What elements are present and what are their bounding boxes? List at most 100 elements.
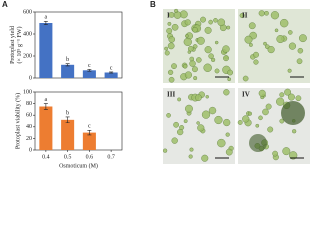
significance-letter: b bbox=[66, 57, 69, 63]
protoplast bbox=[201, 154, 209, 162]
protoplast bbox=[225, 132, 230, 137]
protoplast bbox=[208, 19, 214, 25]
protoplast bbox=[171, 63, 177, 70]
x-axis-label: Osmoticum (M) bbox=[59, 162, 98, 169]
protoplast bbox=[239, 12, 245, 19]
protoplast bbox=[242, 115, 250, 123]
protoplast bbox=[210, 57, 216, 63]
protoplast bbox=[267, 45, 275, 54]
protoplast bbox=[279, 18, 289, 28]
cell-clump bbox=[281, 101, 305, 125]
protoplast bbox=[167, 21, 172, 26]
protoplast bbox=[288, 42, 297, 50]
protoplast bbox=[208, 106, 217, 115]
protoplast bbox=[173, 8, 179, 13]
protoplast bbox=[213, 17, 218, 23]
protoplast bbox=[192, 26, 198, 33]
protoplast bbox=[258, 89, 266, 97]
protoplast bbox=[196, 57, 202, 63]
significance-letter: a bbox=[45, 97, 48, 103]
protoplast bbox=[227, 69, 234, 76]
protoplast bbox=[171, 137, 178, 144]
y-axis-label: Protoplast viability (%) bbox=[14, 93, 21, 149]
protoplast bbox=[255, 123, 260, 128]
protoplast bbox=[291, 129, 297, 134]
protoplast bbox=[223, 118, 231, 127]
protoplast bbox=[223, 89, 230, 96]
protoplast bbox=[204, 46, 212, 54]
protoplast bbox=[203, 63, 212, 72]
x-tick-label: 0.6 bbox=[86, 154, 94, 160]
protoplast bbox=[298, 34, 307, 43]
protoplast bbox=[276, 35, 285, 44]
protoplast bbox=[173, 121, 180, 128]
bar bbox=[82, 70, 96, 78]
protoplast bbox=[164, 46, 169, 51]
protoplast bbox=[184, 71, 193, 79]
protoplast bbox=[227, 77, 232, 82]
significance-letter: a bbox=[45, 15, 48, 21]
micrograph-label: III bbox=[167, 91, 175, 99]
y-tick-label: 80 bbox=[26, 101, 32, 107]
protoplast bbox=[167, 42, 175, 50]
protoplast bbox=[185, 34, 189, 38]
protoplast bbox=[184, 19, 191, 26]
protoplast bbox=[270, 11, 280, 20]
protoplast bbox=[188, 154, 193, 159]
x-tick-label: 0.4 bbox=[42, 154, 50, 160]
protoplast bbox=[214, 40, 219, 45]
protoplast bbox=[201, 110, 211, 119]
protoplast bbox=[297, 47, 304, 54]
significance-letter: c bbox=[88, 63, 91, 69]
protoplast bbox=[166, 113, 171, 118]
y-tick-label: 0 bbox=[29, 75, 32, 81]
protoplast bbox=[204, 26, 212, 34]
protoplast bbox=[267, 126, 274, 133]
protoplast bbox=[168, 12, 175, 18]
panel-label: B bbox=[150, 0, 156, 9]
plot-frame bbox=[34, 91, 123, 151]
bar bbox=[39, 106, 53, 150]
protoplast bbox=[253, 59, 259, 65]
error-bar bbox=[43, 21, 48, 25]
protoplast bbox=[189, 60, 196, 67]
protoplast bbox=[168, 36, 176, 43]
protoplast bbox=[226, 25, 231, 30]
protoplast bbox=[282, 147, 291, 156]
protoplast bbox=[184, 104, 193, 113]
bar bbox=[82, 132, 96, 150]
protoplast bbox=[279, 92, 285, 98]
x-tick-label: 0.5 bbox=[64, 154, 72, 160]
protoplast bbox=[287, 68, 292, 73]
protoplast bbox=[265, 103, 272, 110]
protoplast bbox=[193, 76, 198, 81]
protoplast bbox=[223, 55, 230, 62]
y-tick-label: 0 bbox=[29, 147, 32, 153]
panel-label: A bbox=[2, 0, 8, 9]
micrograph-label: I bbox=[167, 12, 170, 20]
protoplast bbox=[189, 147, 194, 152]
error-bar bbox=[43, 103, 48, 110]
error-bar bbox=[65, 116, 70, 124]
protoplast bbox=[258, 115, 263, 121]
protoplast bbox=[166, 27, 173, 34]
protoplast bbox=[274, 28, 279, 33]
protoplast bbox=[176, 128, 184, 136]
protoplast bbox=[208, 53, 214, 59]
protoplast bbox=[287, 30, 293, 35]
significance-letter: c bbox=[88, 124, 91, 130]
y-tick-label: 40 bbox=[26, 124, 32, 130]
protoplast bbox=[205, 95, 210, 99]
protoplast bbox=[183, 37, 192, 47]
x-tick-label: 0.7 bbox=[107, 154, 115, 160]
error-bar bbox=[109, 71, 114, 74]
plot-frame bbox=[34, 11, 123, 79]
protoplast bbox=[264, 10, 269, 16]
protoplast bbox=[217, 138, 226, 148]
protoplast bbox=[191, 66, 198, 73]
cell-clump bbox=[249, 134, 267, 152]
y-axis-label: (× 10⁵ g⁻¹ FW) bbox=[16, 27, 23, 64]
protoplast bbox=[295, 95, 302, 102]
protoplast bbox=[183, 119, 188, 124]
